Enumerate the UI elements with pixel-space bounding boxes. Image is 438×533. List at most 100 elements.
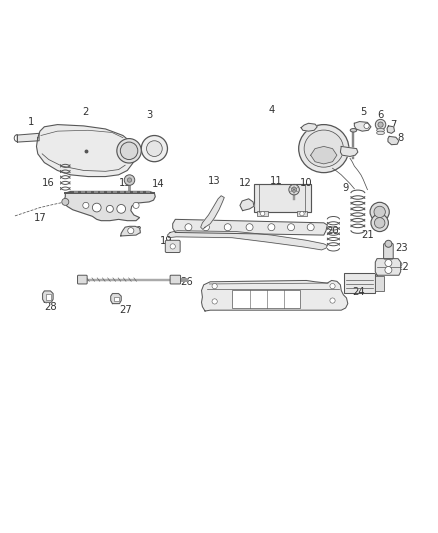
Ellipse shape [377,128,385,132]
Polygon shape [64,191,155,221]
Ellipse shape [304,130,343,167]
Polygon shape [354,122,371,131]
Circle shape [364,123,369,128]
Circle shape [307,224,314,231]
Circle shape [375,119,386,130]
Text: 22: 22 [396,262,409,272]
Text: 28: 28 [45,302,57,312]
Bar [232,290,300,308]
Bar [113,190,117,193]
Polygon shape [201,196,224,229]
Circle shape [141,135,167,161]
Bar [254,183,311,212]
Circle shape [385,260,392,266]
Circle shape [246,224,253,231]
Polygon shape [388,136,399,144]
Circle shape [374,217,385,228]
Polygon shape [17,133,39,142]
Circle shape [385,266,392,273]
Text: 2: 2 [83,107,89,117]
Text: 5: 5 [360,107,366,117]
Polygon shape [121,227,141,236]
FancyBboxPatch shape [384,244,393,259]
Polygon shape [311,147,337,164]
Circle shape [185,224,192,231]
Text: 7: 7 [390,119,397,130]
Circle shape [106,205,113,212]
Bar [74,190,78,193]
Polygon shape [240,199,254,211]
Circle shape [202,224,209,231]
Circle shape [117,139,141,163]
Text: 17: 17 [34,214,46,223]
Text: 4: 4 [268,105,275,115]
Circle shape [124,175,135,185]
Text: 25: 25 [273,291,286,301]
Text: 15: 15 [119,177,131,188]
Bar [114,297,119,301]
Bar [87,190,91,193]
Bar [81,190,85,193]
Circle shape [268,224,275,231]
Circle shape [330,284,335,289]
Polygon shape [167,231,327,250]
Text: 8: 8 [397,133,403,143]
Polygon shape [42,291,53,302]
Circle shape [120,142,138,159]
Text: 19: 19 [160,236,173,246]
Circle shape [128,228,134,234]
Circle shape [224,224,231,231]
Circle shape [117,205,126,213]
Text: 26: 26 [180,277,193,287]
Circle shape [291,187,297,192]
Circle shape [92,203,101,212]
Circle shape [289,184,299,195]
Text: 27: 27 [119,305,131,315]
Bar [297,211,307,216]
Circle shape [261,212,265,216]
FancyBboxPatch shape [170,275,180,284]
Circle shape [147,141,162,157]
Text: 11: 11 [269,176,282,187]
Circle shape [378,122,383,127]
Text: 6: 6 [378,110,384,119]
Text: 10: 10 [300,177,313,188]
Circle shape [300,212,304,216]
Polygon shape [340,147,358,157]
Ellipse shape [299,125,349,173]
Polygon shape [36,125,134,176]
Ellipse shape [350,128,357,132]
Text: 13: 13 [208,176,220,187]
Circle shape [330,298,335,303]
Bar [375,276,384,291]
Circle shape [170,244,175,249]
Polygon shape [375,259,401,275]
Circle shape [288,224,294,231]
Circle shape [133,203,139,208]
Bar [344,273,375,293]
Text: 14: 14 [152,180,164,189]
Bar [94,190,98,193]
Polygon shape [111,294,121,304]
Circle shape [212,284,217,289]
Text: 9: 9 [343,183,349,193]
Circle shape [374,206,385,217]
Text: 23: 23 [395,243,408,253]
Circle shape [127,178,132,182]
Circle shape [385,240,392,247]
Text: 1: 1 [28,117,35,127]
Text: 16: 16 [42,177,54,188]
Polygon shape [201,280,348,311]
Bar [258,211,268,216]
Circle shape [62,198,69,205]
Bar [120,190,124,193]
Text: 24: 24 [353,287,365,297]
FancyBboxPatch shape [78,275,87,284]
FancyBboxPatch shape [165,240,180,253]
Bar [100,190,104,193]
Bar [127,190,131,193]
Bar [107,190,111,193]
Ellipse shape [377,131,385,135]
Polygon shape [173,220,327,235]
Circle shape [370,203,389,222]
